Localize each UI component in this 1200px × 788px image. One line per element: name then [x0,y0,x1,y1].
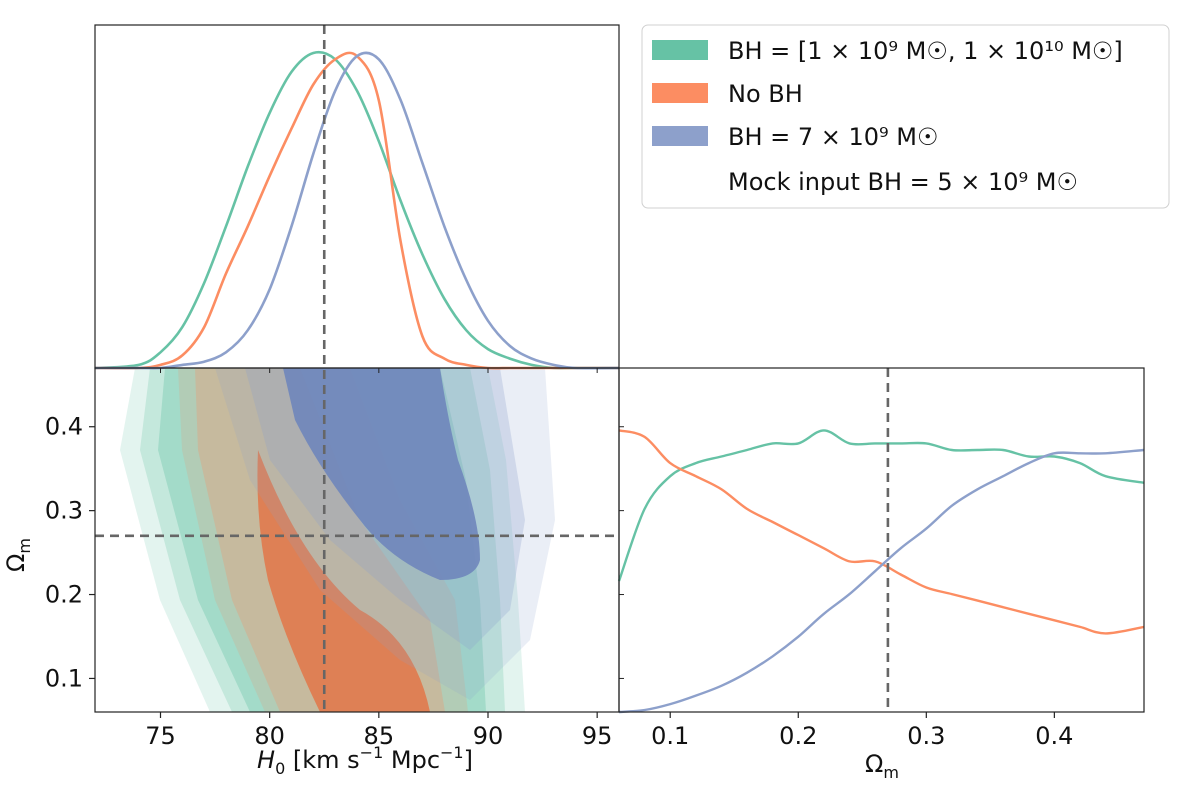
legend-entry-bh-7e9: BH = 7 × 10⁹ M☉ [728,123,939,151]
om-y-tick-label: 0.1 [45,664,83,692]
om-x-tick-label: 0.1 [651,722,689,750]
om-y-tick-label: 0.2 [45,581,83,609]
joint-posterior-contours [120,368,555,712]
om-y-tick-label: 0.4 [45,413,83,441]
om-y-tick-label: 0.3 [45,497,83,525]
h0-tick-label: 95 [582,722,613,750]
no-bh-h0-marginal-line [94,51,619,370]
h0-tick-label: 85 [364,722,395,750]
bh-7e9-contour-inner [283,368,480,580]
legend-entry-mock-input: Mock input BH = 5 × 10⁹ M☉ [728,168,1078,196]
legend: BH = [1 × 10⁹ M☉, 1 × 10¹⁰ M☉] No BH BH … [641,24,1170,209]
h0-axis-label: H0 [km s−1 Mpc−1] [257,743,473,778]
h0-marginal-frame [94,24,620,369]
bh-7e9-h0-marginal-line [95,51,620,370]
h0-tick-label: 75 [145,722,176,750]
posterior-lines [94,50,1145,714]
om-x-tick-label: 0.4 [1035,722,1073,750]
no-bh-contour-inner [257,450,430,712]
bh-7e9-om-marginal-line [618,448,1145,714]
legend-swatch-no-bh [652,83,708,103]
legend-swatch-bh-range [652,40,708,60]
legend-entry-no-bh: No BH [728,80,803,108]
no-bh-om-marginal-line [618,429,1145,635]
axis-ticks: 75 80 85 90 95 0.1 0.1 0.2 0.2 0.3 0.3 0.4 0.4 [45,368,1073,750]
h0-tick-label: 90 [473,722,504,750]
om-marginal-frame [618,367,1145,713]
legend-entry-bh-range: BH = [1 × 10⁹ M☉, 1 × 10¹⁰ M☉] [728,37,1123,65]
bh-range-h0-marginal-line [94,50,619,370]
legend-swatch-bh-7e9 [652,126,708,146]
panel-frames [94,24,1145,713]
truth-lines [95,25,890,712]
legend-frame [641,24,1170,209]
om-x-tick-label: 0.2 [779,722,817,750]
h0-tick-label: 80 [254,722,285,750]
om-x-tick-label: 0.3 [907,722,945,750]
om-axis-label: Ωm [865,750,899,782]
om-y-axis-label: Ωm [2,538,34,572]
